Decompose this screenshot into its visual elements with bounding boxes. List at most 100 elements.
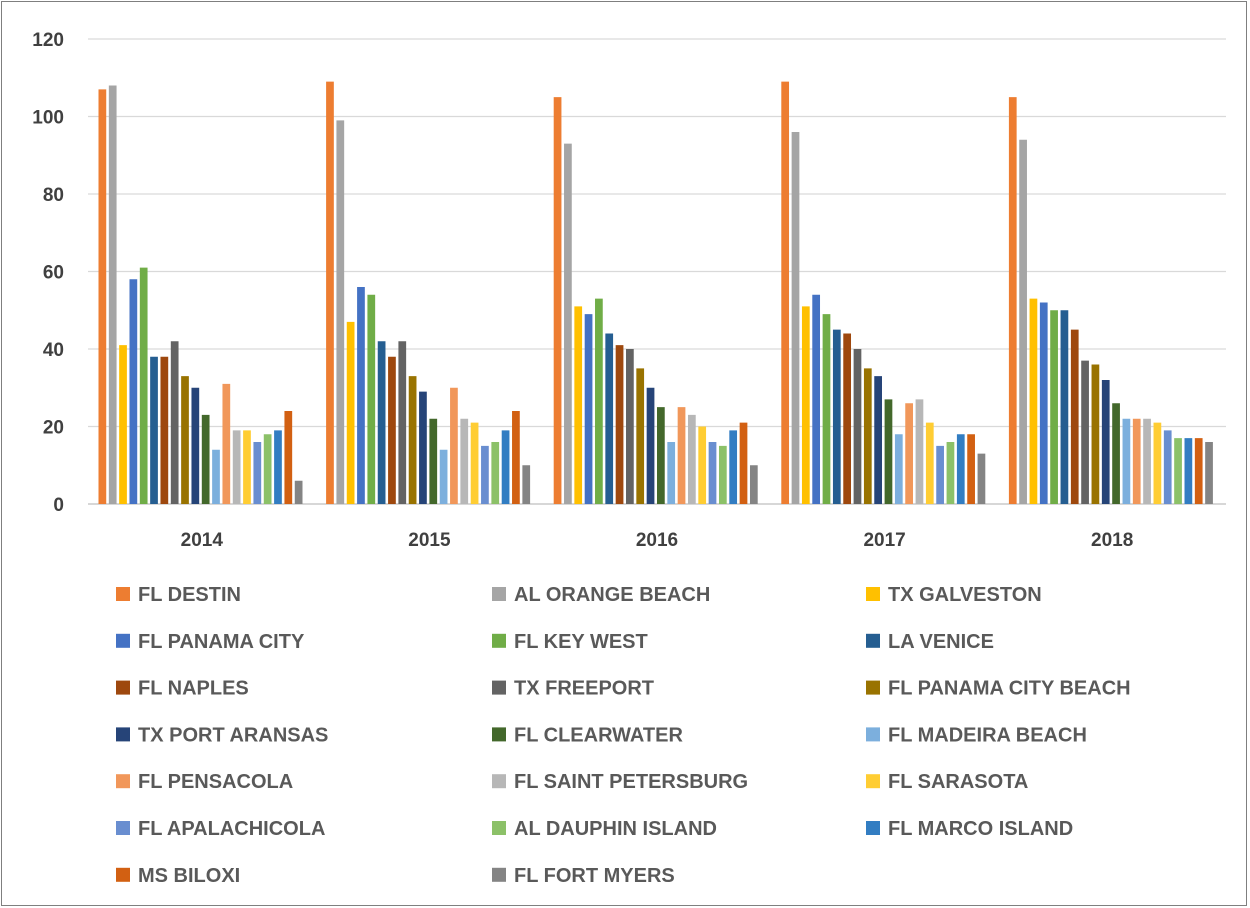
bar [874,376,882,505]
bar [212,449,220,504]
bar [584,314,593,505]
bar [977,453,986,505]
bar [1143,418,1151,504]
bar [150,356,158,504]
bar [595,298,603,505]
bar [677,407,686,505]
bar [491,442,500,504]
x-tick-label: 2014 [181,530,224,551]
bar [739,422,748,505]
bar [698,426,707,504]
bar [232,430,241,505]
bar [646,387,655,504]
y-axis-ticks: 0 20 40 60 80 100 120 [32,30,64,516]
bar [1174,438,1182,505]
bar [98,89,107,505]
bar [388,356,396,504]
legend-label: FL SARASOTA [888,771,1028,793]
bar [1153,422,1162,505]
legend-swatch [492,821,506,835]
bar [326,81,334,505]
y-tick-label: 40 [43,340,64,361]
legend-label: MS BILOXI [138,865,240,887]
bar [108,85,117,504]
y-tick-label: 120 [32,30,64,51]
bar [1029,298,1038,505]
bar [1081,360,1089,505]
legend-swatch [866,821,880,835]
bar [170,341,179,504]
bar [470,422,479,505]
bar [1132,418,1141,504]
legend-label: TX FREEPORT [514,678,654,700]
bar [946,442,955,504]
legend: FL DESTIN AL ORANGE BEACH TX GALVESTON FL P… [116,584,1131,887]
bar [729,430,738,505]
bar [336,120,345,505]
legend-swatch [492,867,506,882]
bar [801,306,810,505]
legend-label: FL MARCO ISLAND [888,818,1073,840]
bar [346,321,355,505]
x-tick-label: 2018 [1091,530,1133,551]
bar [481,445,489,505]
bar [501,430,510,505]
legend-swatch [866,587,880,601]
bar [294,480,303,504]
bar [884,399,893,505]
bar [781,81,790,505]
bar [687,414,696,505]
bar [1101,380,1110,504]
legend-label: LA VENICE [888,631,994,653]
legend-swatch [492,633,506,648]
bar [429,418,438,504]
bar [274,430,282,505]
bar [181,376,189,505]
legend-swatch [116,774,130,789]
legend-label: TX GALVESTON [888,584,1042,606]
x-axis-ticks: 2014 2015 2016 2017 2018 [181,530,1134,551]
bar [367,294,376,504]
legend-label: FL KEY WEST [514,631,648,653]
legend-label: FL FORT MYERS [514,865,675,887]
bar [1163,430,1172,505]
bar [553,97,562,505]
bar [512,411,520,504]
bar [956,434,965,504]
x-tick-label: 2015 [408,530,451,551]
legend-label: FL MADEIRA BEACH [888,724,1087,746]
bar [832,329,841,505]
legend-label: AL ORANGE BEACH [514,584,710,606]
bar [708,442,717,504]
bar [853,349,862,504]
bar [253,442,262,504]
y-tick-label: 0 [53,495,64,516]
legend-label: FL PANAMA CITY BEACH [888,678,1131,700]
bar [863,368,872,505]
bar [377,341,386,504]
legend-label: FL PANAMA CITY [138,631,305,653]
bar [667,442,676,504]
legend-label: FL PENSACOLA [138,771,293,793]
bar [243,430,251,505]
bar [915,399,924,505]
bar [822,314,831,505]
bar [574,306,583,505]
bar [408,376,417,505]
bar [419,391,427,505]
bar [1060,310,1069,504]
legend-label: FL SAINT PETERSBURG [514,771,748,793]
bar [439,449,448,504]
bar [626,349,634,504]
legend-swatch [866,774,880,789]
bar [119,345,127,505]
bar [894,434,903,504]
bar [843,333,852,504]
bar [791,132,800,504]
bar [1008,97,1017,505]
legend-swatch [492,587,506,601]
bar [905,403,913,504]
bar [936,445,944,505]
